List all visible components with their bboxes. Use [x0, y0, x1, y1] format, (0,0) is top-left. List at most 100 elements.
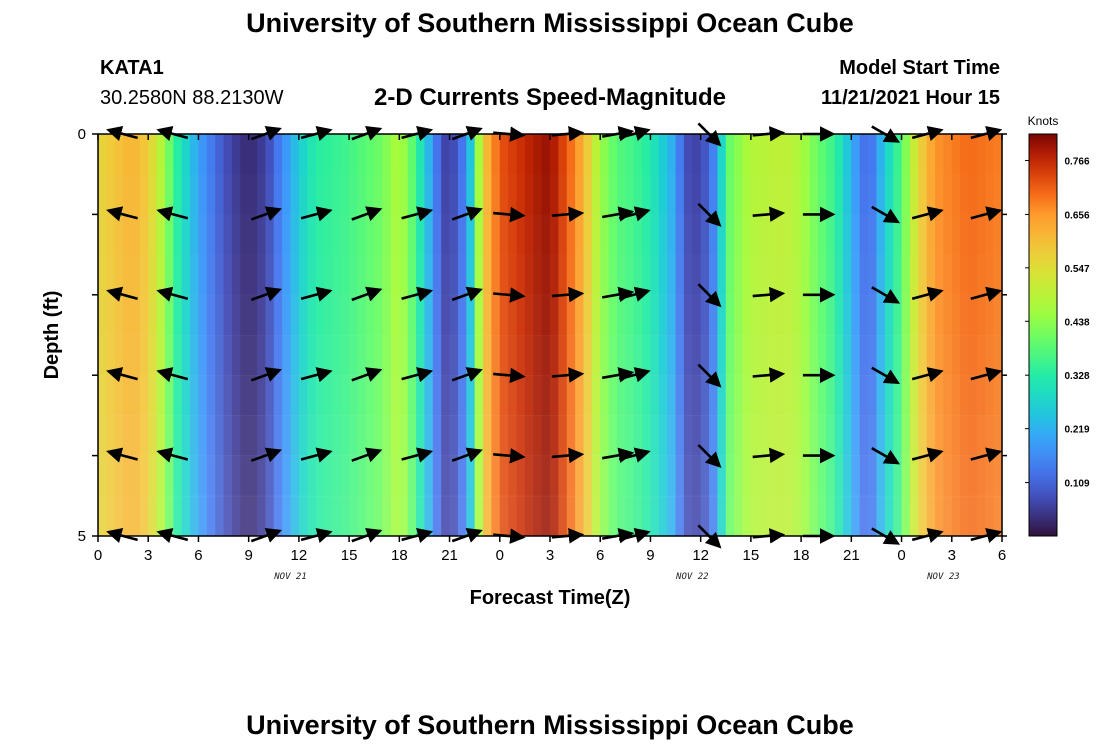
current-arrow [618, 206, 651, 222]
depth-band [98, 134, 1002, 175]
current-arrow [911, 206, 944, 222]
current-arrow [156, 367, 189, 383]
heatmap-cell [909, 134, 919, 536]
heatmap-cell [248, 134, 258, 536]
heatmap-cell [658, 134, 668, 536]
station-id: KATA1 [100, 57, 164, 79]
colorbar-gradient [1028, 133, 1058, 537]
current-arrow [493, 448, 526, 464]
heatmap-cell [374, 134, 384, 536]
x-tick-label: 3 [948, 547, 956, 564]
current-arrow [250, 447, 282, 463]
heatmap-cell [156, 134, 166, 536]
heatmap-cell [307, 134, 317, 536]
current-arrow [697, 202, 722, 227]
current-arrow [871, 446, 901, 465]
heatmap-cell [123, 134, 133, 536]
depth-band [98, 174, 1002, 215]
heatmap-cell [583, 134, 593, 536]
current-arrow [601, 286, 635, 303]
model-start-label: Model Start Time [839, 57, 1000, 79]
heatmap-cell [734, 134, 744, 536]
current-arrow [351, 447, 383, 463]
heatmap-cell [842, 134, 852, 536]
heatmap-cell [324, 134, 333, 536]
current-arrow [551, 206, 585, 222]
current-arrow [106, 447, 138, 463]
current-arrow [401, 206, 434, 222]
current-arrow [451, 206, 483, 222]
heatmap-cell [893, 134, 903, 536]
current-arrow [871, 205, 901, 224]
colorbar-tick-label: 0.219 [1064, 425, 1089, 436]
heatmap-cell [993, 134, 1003, 536]
current-arrow [618, 447, 651, 463]
heatmap-cell [859, 134, 869, 536]
heatmap-cell [667, 134, 677, 536]
heatmap-cell [499, 134, 509, 536]
heatmap-cell [960, 134, 970, 536]
x-axis-label: Forecast Time(Z) [470, 587, 631, 609]
current-arrow [911, 447, 944, 463]
current-arrow [697, 363, 722, 388]
colorbar-tick-label: 0.766 [1064, 156, 1089, 167]
current-arrow [106, 367, 138, 383]
colorbar: Knots 0.766 0.656 0.547 0.438 0.328 0.219 0.10… [1025, 114, 1090, 537]
current-arrow [970, 367, 1003, 383]
heatmap-cell [683, 134, 693, 536]
heatmap-cell [190, 134, 200, 536]
current-arrow [156, 447, 189, 463]
current-arrow [250, 206, 282, 222]
colorbar-tick-label: 0.438 [1064, 317, 1089, 328]
x-tick-label: 3 [144, 547, 152, 564]
heatmap-cell [700, 134, 710, 536]
heatmap-cell [901, 134, 911, 536]
x-tick-label: 0 [897, 547, 905, 564]
current-arrow [250, 286, 282, 302]
depth-band [98, 335, 1002, 376]
heatmap-cell [457, 134, 467, 536]
colorbar-tick-label: 0.109 [1064, 479, 1089, 490]
heatmap-cell [784, 134, 794, 536]
heatmap-cell [181, 134, 191, 536]
current-arrow [911, 286, 944, 302]
heatmap-cell [759, 134, 769, 536]
depth-band [98, 455, 1002, 497]
x-tick-label: 21 [441, 547, 458, 564]
heatmap-cell [767, 134, 777, 536]
heatmap-cell [315, 134, 325, 536]
x-tick-label: 15 [341, 547, 358, 564]
current-arrow [601, 367, 635, 383]
colorbar-tick-label: 0.328 [1064, 371, 1089, 382]
x-tick-label: 9 [244, 547, 252, 564]
heatmap-cell [148, 134, 158, 536]
heatmap-cell [449, 134, 459, 536]
heatmap-cell [826, 134, 836, 536]
heatmap-cell [198, 134, 208, 536]
x-tick-label: 15 [743, 547, 760, 564]
current-arrow [618, 367, 651, 383]
heatmap-cell [424, 134, 434, 536]
heatmap-cell [524, 134, 534, 536]
heatmap-cell [558, 134, 568, 536]
heatmap-cell [223, 134, 233, 536]
heatmap-cell [173, 134, 183, 536]
current-arrow [752, 447, 786, 464]
current-arrow [493, 206, 526, 223]
date-label: NOV 23 [926, 572, 960, 582]
heatmap-cell [508, 134, 518, 536]
date-label: NOV 22 [675, 572, 709, 582]
y-tick-label: 0 [78, 126, 86, 143]
current-arrow [493, 367, 526, 384]
heatmap-cell [349, 134, 359, 536]
current-arrow [351, 286, 383, 302]
heatmap-cell [206, 134, 216, 536]
heatmap-cell [642, 134, 652, 536]
x-tick-label: 12 [692, 547, 709, 564]
depth-band [98, 214, 1002, 255]
heatmap-cell [231, 134, 241, 536]
current-arrow [551, 286, 585, 303]
current-arrow [697, 444, 722, 469]
heatmap-cell [935, 134, 945, 536]
